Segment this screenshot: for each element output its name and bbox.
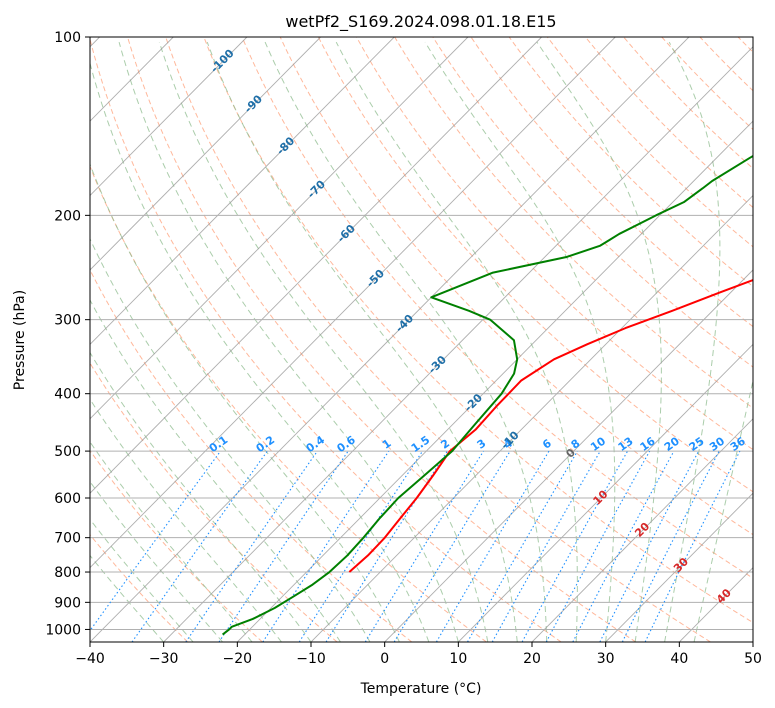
dry-adiabat-line bbox=[90, 268, 413, 642]
mixing-ratio-line bbox=[262, 450, 390, 642]
temperature-profile-line bbox=[348, 278, 753, 573]
isotherm-line bbox=[237, 120, 753, 642]
dry-adiabat-line bbox=[90, 533, 189, 642]
mixing-ratio-line bbox=[90, 450, 221, 632]
y-tick-label: 900 bbox=[54, 595, 81, 611]
moist-adiabat-line bbox=[90, 61, 430, 642]
mixing-ratio-line bbox=[644, 450, 741, 642]
x-tick-label: −40 bbox=[75, 651, 105, 667]
moist-adiabat-line bbox=[90, 518, 194, 642]
isotherm-line bbox=[605, 492, 753, 642]
x-tick-label: 40 bbox=[670, 651, 688, 667]
dry-adiabat-line bbox=[470, 37, 753, 328]
dry-adiabat-line bbox=[356, 37, 753, 451]
moist-adiabat-line bbox=[664, 41, 721, 642]
moist-adiabat-line bbox=[90, 480, 223, 642]
x-tick-label: −10 bbox=[296, 651, 326, 667]
dry-adiabat-line bbox=[432, 37, 753, 368]
moist-adiabat-line bbox=[335, 41, 578, 642]
isotherm-line bbox=[384, 269, 753, 642]
x-tick-label: 10 bbox=[449, 651, 467, 667]
dry-adiabat-line bbox=[90, 449, 263, 642]
y-axis-title: Pressure (hPa) bbox=[12, 290, 28, 390]
y-tick-label: 800 bbox=[54, 565, 81, 581]
mixing-ratio-line bbox=[621, 450, 720, 642]
y-tick-label: 300 bbox=[54, 313, 81, 329]
dry-adiabat-line bbox=[165, 37, 711, 642]
x-tick-label: −30 bbox=[149, 651, 179, 667]
moist-adiabat-line bbox=[158, 41, 489, 642]
plot-area: 0.1 0.2 0.4 0.6 1 1.5 2 3 4 6 8 10 13 16 20 25 30 36-100-… bbox=[90, 37, 753, 642]
x-tick-label: −20 bbox=[223, 651, 253, 667]
mixing-ratio-line bbox=[491, 450, 601, 642]
moist-adiabat-line bbox=[90, 398, 282, 642]
moist-adiabat-line bbox=[90, 237, 371, 642]
moist-adiabat-line bbox=[424, 41, 616, 642]
isotherm-line bbox=[90, 37, 248, 197]
x-tick-label: 50 bbox=[744, 651, 762, 667]
moist-adiabat-line bbox=[90, 554, 165, 642]
y-tick-label: 700 bbox=[54, 531, 81, 547]
y-tick-label: 500 bbox=[54, 444, 81, 460]
dry-adiabat-line bbox=[279, 37, 753, 536]
mixing-ratio-line bbox=[298, 450, 423, 642]
isotherm-line bbox=[310, 194, 753, 642]
mixing-ratio-line bbox=[393, 450, 511, 642]
chart-title: wetPf2_S169.2024.098.01.18.E15 bbox=[285, 12, 556, 32]
dry-adiabat-line bbox=[90, 37, 562, 642]
moist-adiabat-line bbox=[536, 41, 662, 642]
axes: −40 −30 −20 −10 0 10 20 30 40 50 100 200 300 400 500 60… bbox=[45, 30, 762, 667]
isotherm-line bbox=[90, 37, 542, 494]
y-tick-label: 100 bbox=[54, 30, 81, 46]
mixing-ratio-line bbox=[521, 450, 629, 642]
x-tick-label: 20 bbox=[523, 651, 541, 667]
mixing-ratio-line bbox=[545, 450, 651, 642]
isotherm-line bbox=[90, 37, 395, 345]
moist-adiabat-line bbox=[693, 378, 753, 642]
dry-adiabat-line bbox=[317, 37, 753, 493]
mixing-ratio-line bbox=[218, 450, 349, 642]
y-tick-label: 400 bbox=[54, 387, 81, 403]
mixing-ratio-line bbox=[364, 450, 484, 642]
isotherm-line bbox=[531, 418, 753, 642]
mixing-ratio-line bbox=[185, 450, 318, 642]
y-tick-label: 600 bbox=[54, 491, 81, 507]
dry-adiabat-line bbox=[203, 37, 753, 624]
isotherm-line bbox=[90, 37, 469, 420]
isotherm-line bbox=[458, 343, 753, 642]
y-tick-label: 1000 bbox=[45, 622, 81, 638]
x-tick-label: 0 bbox=[380, 651, 389, 667]
moist-adiabat-line bbox=[206, 41, 518, 642]
x-axis-title: Temperature (°C) bbox=[360, 681, 482, 697]
mixing-ratio-line bbox=[131, 450, 268, 642]
plot-frame bbox=[89, 36, 754, 643]
moist-adiabat-line bbox=[90, 162, 400, 642]
isotherm-line bbox=[163, 46, 753, 642]
mixing-ratio-line bbox=[325, 450, 448, 642]
isotherm-line bbox=[90, 37, 616, 569]
y-tick-label: 200 bbox=[54, 208, 81, 224]
moist-adiabat-line bbox=[264, 41, 548, 642]
x-tick-label: 30 bbox=[597, 651, 615, 667]
moist-adiabat-line bbox=[118, 41, 459, 642]
moist-adiabat-line bbox=[90, 441, 253, 642]
dewpoint-profile-line bbox=[222, 154, 753, 636]
moist-adiabat-line bbox=[90, 298, 341, 642]
isotherm-line bbox=[90, 37, 321, 271]
dry-adiabat-line bbox=[90, 362, 338, 642]
isotherm-line bbox=[90, 37, 690, 642]
